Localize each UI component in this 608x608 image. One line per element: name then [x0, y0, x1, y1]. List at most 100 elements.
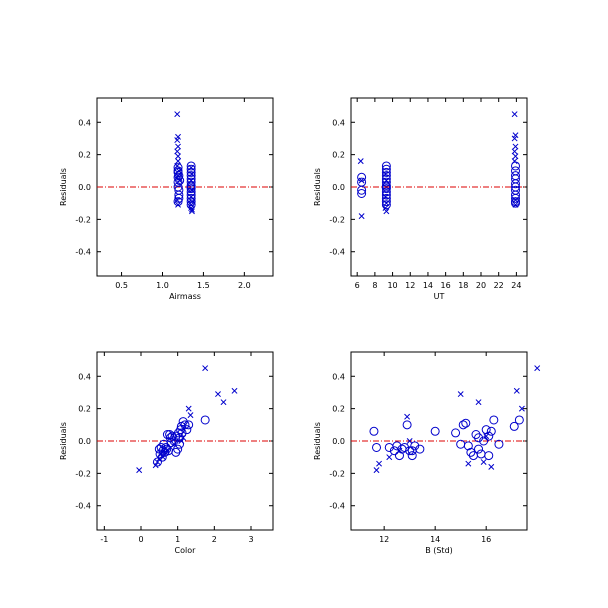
- data-point-circle: [476, 449, 486, 459]
- data-point-circle: [173, 444, 183, 454]
- data-point-x: [189, 198, 195, 205]
- data-point-circle: [174, 190, 184, 200]
- data-point-circle: [407, 451, 417, 461]
- x-tick-label: 12: [405, 281, 415, 290]
- data-point-x: [136, 467, 143, 474]
- data-point-x: [373, 467, 380, 474]
- data-point-x: [376, 460, 383, 467]
- data-point-circle: [372, 442, 382, 452]
- data-point-x: [511, 111, 518, 118]
- data-point-x: [174, 111, 181, 118]
- x-tick-label: 0.5: [115, 281, 128, 290]
- data-point-circle: [471, 430, 481, 440]
- data-point-x: [457, 391, 464, 398]
- y-tick-label: 0.0: [78, 183, 91, 192]
- data-point-x: [178, 438, 185, 444]
- data-point-circle: [186, 187, 196, 197]
- y-axis-label: Residuals: [313, 422, 322, 460]
- data-point-circle: [456, 439, 466, 449]
- y-tick-label: 0.4: [78, 118, 91, 127]
- data-point-circle: [162, 430, 172, 440]
- data-point-circle: [173, 197, 183, 207]
- data-point-x: [189, 171, 195, 178]
- data-point-x: [152, 462, 159, 469]
- data-point-circle: [474, 433, 484, 443]
- data-point-circle: [511, 193, 521, 203]
- panel-4: 12 14 16 -0.4 -0.2 0.0 0.2 0.4 B (Std) Residuals: [313, 351, 541, 555]
- data-point-x: [475, 399, 482, 406]
- data-point-circle: [514, 415, 524, 425]
- data-point-circle: [430, 426, 440, 436]
- data-point-circle: [175, 176, 185, 186]
- y-tick-label: 0.2: [332, 405, 345, 414]
- data-point-circle: [186, 197, 196, 207]
- x-tick-label: 16: [481, 535, 491, 544]
- y-tick-label: -0.2: [329, 469, 345, 478]
- data-point-x: [383, 177, 390, 184]
- data-point-circle: [511, 198, 521, 208]
- y-axis-label: Residuals: [59, 422, 68, 460]
- data-point-x: [188, 164, 195, 171]
- data-point-circle: [186, 177, 196, 187]
- data-point-x: [175, 201, 181, 208]
- data-point-circle: [369, 426, 379, 436]
- data-point-circle: [381, 171, 391, 181]
- y-tick-label: 0.4: [332, 372, 345, 381]
- data-point-circle: [165, 430, 175, 440]
- data-point-circle: [381, 193, 391, 203]
- data-point-circle: [357, 177, 367, 187]
- data-point-x: [512, 201, 519, 208]
- data-point-x: [160, 454, 166, 461]
- data-point-x: [176, 177, 183, 184]
- data-point-x: [175, 158, 181, 165]
- y-axis-label: Residuals: [313, 168, 322, 206]
- data-point-x: [187, 412, 194, 419]
- data-point-x: [231, 387, 238, 394]
- x-tick-label: 16: [441, 281, 451, 290]
- data-point-circle: [509, 421, 519, 431]
- data-point-circle: [489, 415, 499, 425]
- data-point-x: [357, 158, 364, 165]
- data-point-circle: [357, 172, 367, 182]
- data-point-circle: [186, 171, 196, 181]
- x-tick-label: 20: [476, 281, 486, 290]
- x-tick-label: 3: [248, 535, 253, 544]
- data-point-circle: [407, 446, 417, 456]
- data-point-circle: [410, 441, 420, 451]
- data-point-circle: [394, 451, 404, 461]
- y-tick-label: 0.2: [78, 151, 91, 160]
- data-point-circle: [162, 444, 172, 454]
- data-point-x: [220, 399, 227, 406]
- data-point-circle: [153, 457, 162, 467]
- data-point-x: [382, 193, 389, 200]
- x-axis-label: B (Std): [425, 546, 453, 555]
- panel-2: 6 8 10 12 14 16 18 20 22 24 -0.4 -0.2 0.0 0.2 0.4 UT Res…: [313, 97, 528, 301]
- data-point-x: [174, 137, 181, 144]
- data-point-x: [511, 158, 518, 165]
- data-point-circle: [484, 431, 494, 441]
- data-point-circle: [200, 415, 210, 425]
- data-point-x: [396, 447, 403, 454]
- data-point-x: [171, 441, 177, 448]
- x-tick-label: 8: [372, 281, 377, 290]
- data-point-x: [518, 405, 525, 412]
- y-tick-label: -0.4: [75, 502, 91, 511]
- x-tick-label: -1: [100, 535, 108, 544]
- y-tick-label: 0.2: [332, 151, 345, 160]
- data-point-x: [513, 387, 520, 394]
- data-point-x: [215, 391, 221, 398]
- data-point-x: [189, 187, 195, 194]
- data-point-x: [175, 153, 181, 160]
- x-tick-label: 24: [511, 281, 521, 290]
- data-point-x: [358, 213, 365, 220]
- data-point-x: [406, 438, 413, 444]
- data-point-circle: [402, 420, 412, 430]
- x-tick-label: 22: [494, 281, 504, 290]
- x-tick-label: 0: [138, 535, 143, 544]
- x-tick-label: 2.0: [238, 281, 251, 290]
- y-tick-label: -0.2: [75, 215, 91, 224]
- y-tick-label: -0.4: [75, 248, 91, 257]
- data-point-circle: [357, 188, 367, 198]
- data-point-circle: [182, 425, 192, 435]
- y-tick-label: 0.0: [78, 437, 91, 446]
